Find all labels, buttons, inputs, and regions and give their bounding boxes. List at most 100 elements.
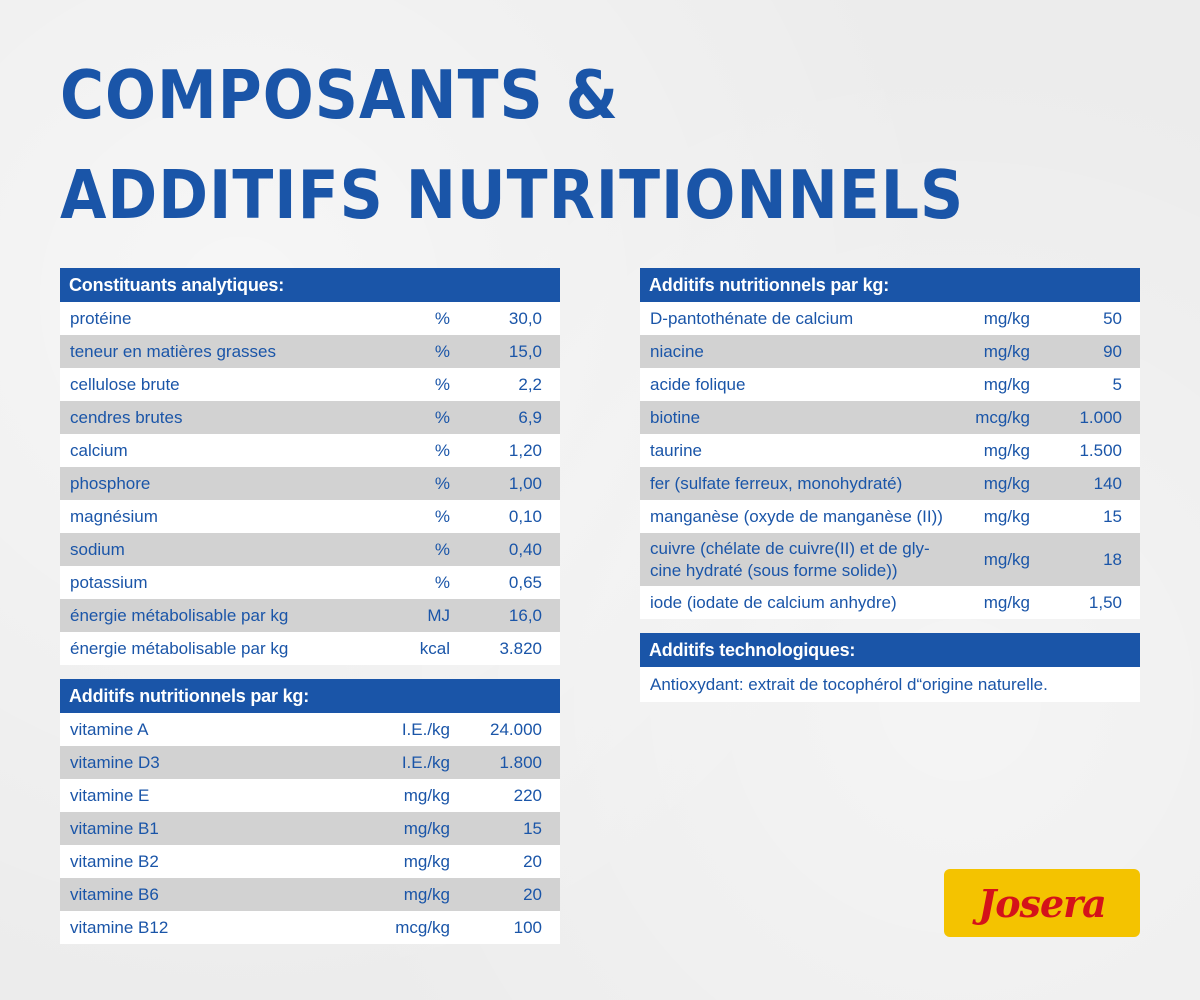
row-value: 30,0 <box>508 308 542 328</box>
row-name: vitamine B6 <box>70 884 159 904</box>
table-row: biotine mcg/kg 1.000 <box>640 401 1140 434</box>
row-name: taurine <box>650 440 702 460</box>
row-unit: mg/kg <box>983 440 1030 460</box>
table-row: vitamine B1 mg/kg 15 <box>60 812 560 845</box>
table-row: sodium% 0,40 <box>60 533 560 566</box>
row-name: cellulose brute <box>70 374 180 394</box>
row-value: 90 <box>1103 341 1122 361</box>
table-row: cendres brutes% 6,9 <box>60 401 560 434</box>
row-value: 2,2 <box>518 374 542 394</box>
row-unit: mg/kg <box>403 884 450 904</box>
row-value: 18 <box>1103 549 1122 569</box>
table-row: phosphore% 1,00 <box>60 467 560 500</box>
row-name: énergie métabolisable par kg <box>70 638 289 658</box>
row-unit: I.E./kg <box>401 752 450 772</box>
row-name: énergie métabolisable par kg <box>70 605 289 625</box>
logo-text: Josera <box>978 880 1107 926</box>
table-row: protéine% 30,0 <box>60 302 560 335</box>
technological-additives-text: Antioxydant: extrait de tocophérol d“ori… <box>640 667 1140 702</box>
row-name: vitamine A <box>70 719 149 739</box>
row-name: magnésium <box>70 506 158 526</box>
row-unit: mg/kg <box>983 374 1030 394</box>
table-row: acide folique mg/kg 5 <box>640 368 1140 401</box>
row-unit: % <box>434 440 450 460</box>
technological-additives-table: Additifs technologiques: Antioxydant: ex… <box>640 633 1140 702</box>
table-row: potassium% 0,65 <box>60 566 560 599</box>
row-name: vitamine D3 <box>70 752 160 772</box>
row-name: niacine <box>650 341 704 361</box>
table-row: niacine mg/kg 90 <box>640 335 1140 368</box>
row-name: D-pantothénate de calcium <box>650 308 854 328</box>
row-value: 1.500 <box>1079 440 1122 460</box>
row-name: iode (iodate de calcium anhydre) <box>650 592 897 612</box>
row-unit: mg/kg <box>403 818 450 838</box>
row-unit: mg/kg <box>403 785 450 805</box>
row-value: 6,9 <box>518 407 542 427</box>
row-unit: mg/kg <box>983 549 1030 569</box>
row-value: 15 <box>1103 506 1122 526</box>
row-unit: MJ <box>427 605 450 625</box>
page-title-line-2: ADDITIFS NUTRITIONNELS <box>60 156 965 235</box>
table-row: vitamine B2 mg/kg 20 <box>60 845 560 878</box>
table-row: énergie métabolisable par kg MJ 16,0 <box>60 599 560 632</box>
row-name: potassium <box>70 572 148 592</box>
row-value: 15 <box>523 818 542 838</box>
row-unit: % <box>434 308 450 328</box>
row-value: 16,0 <box>508 605 542 625</box>
nutritional-additives-header: Additifs nutritionnels par kg: <box>640 268 1140 302</box>
row-name: acide folique <box>650 374 746 394</box>
row-value: 220 <box>513 785 542 805</box>
row-value: 0,10 <box>508 506 542 526</box>
row-value: 1.800 <box>499 752 542 772</box>
row-unit: % <box>434 374 450 394</box>
table-row: vitamine E mg/kg 220 <box>60 779 560 812</box>
row-unit: mg/kg <box>983 506 1030 526</box>
row-name: calcium <box>70 440 128 460</box>
row-name: teneur en matières grasses <box>70 341 276 361</box>
row-value: 20 <box>523 884 542 904</box>
table-row: calcium% 1,20 <box>60 434 560 467</box>
row-unit: mg/kg <box>983 308 1030 328</box>
table-row: iode (iodate de calcium anhydre) mg/kg 1,5… <box>640 586 1140 619</box>
row-name: fer (sulfate ferreux, monohydraté) <box>650 473 903 493</box>
row-unit: kcal <box>419 638 450 658</box>
row-unit: mg/kg <box>983 592 1030 612</box>
row-value: 15,0 <box>508 341 542 361</box>
row-unit: mg/kg <box>983 341 1030 361</box>
table-row: vitamine B6 mg/kg 20 <box>60 878 560 911</box>
row-value: 1,00 <box>508 473 542 493</box>
table-row: manganèse (oxyde de manganèse (II)) mg/kg… <box>640 500 1140 533</box>
row-name: phosphore <box>70 473 151 493</box>
row-value: 3.820 <box>499 638 542 658</box>
row-value: 24.000 <box>490 719 542 739</box>
row-value: 1.000 <box>1079 407 1122 427</box>
row-name: vitamine B12 <box>70 917 169 937</box>
josera-logo: Josera <box>944 869 1140 937</box>
nutritional-additives-table: Additifs nutritionnels par kg: D-pantoth… <box>640 268 1140 619</box>
row-value: 0,40 <box>508 539 542 559</box>
page-title-line-1: COMPOSANTS & <box>60 56 619 135</box>
table-row: magnésium% 0,10 <box>60 500 560 533</box>
row-value: 1,50 <box>1088 592 1122 612</box>
table-row: vitamine A I.E./kg 24.000 <box>60 713 560 746</box>
row-unit: % <box>434 341 450 361</box>
row-name: cuivre (chélate de cuivre(II) et de gly-… <box>650 538 930 580</box>
table-row: cellulose brute% 2,2 <box>60 368 560 401</box>
row-unit: mcg/kg <box>975 407 1030 427</box>
row-unit: mcg/kg <box>395 917 450 937</box>
row-name: biotine <box>650 407 701 427</box>
row-name: vitamine B1 <box>70 818 159 838</box>
technological-additives-header: Additifs technologiques: <box>640 633 1140 667</box>
table-row: D-pantothénate de calcium mg/kg 50 <box>640 302 1140 335</box>
row-value: 1,20 <box>508 440 542 460</box>
row-unit: % <box>434 407 450 427</box>
row-unit: % <box>434 473 450 493</box>
table-row: vitamine D3 I.E./kg 1.800 <box>60 746 560 779</box>
row-name: sodium <box>70 539 125 559</box>
row-unit: % <box>434 539 450 559</box>
row-name: manganèse (oxyde de manganèse (II)) <box>650 506 943 526</box>
table-row: teneur en matières grasses% 15,0 <box>60 335 560 368</box>
row-unit: % <box>434 506 450 526</box>
row-value: 50 <box>1103 308 1122 328</box>
